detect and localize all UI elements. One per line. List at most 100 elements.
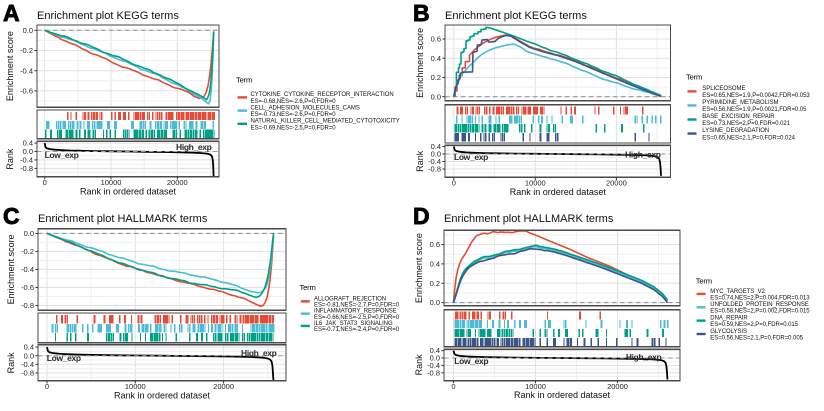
svg-text:Enrichment score: Enrichment score [6,234,16,304]
svg-text:Low_exp: Low_exp [45,150,79,160]
svg-text:10000: 10000 [101,178,122,187]
svg-text:PYRIMIDINE_METABOLISM: PYRIMIDINE_METABOLISM [702,100,778,106]
svg-text:Enrichment score: Enrichment score [5,31,15,101]
svg-text:10000: 10000 [525,179,546,188]
svg-text:-0.4: -0.4 [428,157,441,166]
svg-text:-0.4: -0.4 [21,265,34,274]
svg-text:0.0: 0.0 [24,229,34,238]
svg-text:0.6: 0.6 [431,35,441,44]
svg-text:-0.6: -0.6 [21,283,34,292]
svg-text:ES=-0.68,NES=-2.6,P=0,FDR=0: ES=-0.68,NES=-2.6,P=0,FDR=0 [251,99,337,105]
svg-text:-0.6: -0.6 [20,87,33,96]
svg-text:UNFOLDED_PROTEIN_RESPONSE: UNFOLDED_PROTEIN_RESPONSE [710,302,808,308]
svg-text:Term: Term [696,277,712,286]
svg-text:Enrichment plot KEGG terms: Enrichment plot KEGG terms [37,10,179,22]
svg-text:ES=-0.69,NES=-2.5,P=0,FDR=0: ES=-0.69,NES=-2.5,P=0,FDR=0 [251,125,337,131]
svg-text:10000: 10000 [525,382,546,391]
svg-text:0: 0 [45,382,49,391]
svg-text:ES=0.59,NES=2,P=0,FDR=0.015: ES=0.59,NES=2,P=0,FDR=0.015 [710,322,798,328]
svg-text:-0.8: -0.8 [21,301,34,310]
svg-text:Term: Term [300,283,316,292]
svg-text:DNA_REPAIR: DNA_REPAIR [710,316,748,322]
svg-text:0: 0 [43,178,47,187]
svg-text:Rank: Rank [415,150,425,172]
svg-text:High_exp: High_exp [625,150,661,160]
svg-text:-0.4: -0.4 [21,360,34,369]
svg-text:0.0: 0.0 [23,26,33,35]
svg-text:ES=-0.81,NES=-2.7,P=0,FDR=0: ES=-0.81,NES=-2.7,P=0,FDR=0 [314,303,400,309]
svg-text:High_exp: High_exp [176,142,212,152]
svg-text:20000: 20000 [606,179,627,188]
svg-text:GLYCOLYSIS: GLYCOLYSIS [710,329,747,335]
svg-text:Enrichment plot KEGG terms: Enrichment plot KEGG terms [445,10,587,22]
svg-text:IL6_JAK_STAT3_SIGNALING: IL6_JAK_STAT3_SIGNALING [314,321,393,327]
svg-text:Rank in ordered dataset: Rank in ordered dataset [80,186,177,196]
svg-text:-0.2: -0.2 [20,46,33,55]
svg-text:-0.8: -0.8 [21,369,34,378]
svg-text:-0.8: -0.8 [428,165,441,174]
svg-text:Rank in ordered dataset: Rank in ordered dataset [114,390,211,400]
svg-text:MYC_TARGETS_V2: MYC_TARGETS_V2 [710,289,765,295]
svg-text:0.0: 0.0 [431,150,441,159]
svg-text:ES=0.65,NES=1.9,P=0.0042,FDR=0: ES=0.65,NES=1.9,P=0.0042,FDR=0.053 [702,93,810,99]
svg-text:0.0: 0.0 [431,92,441,101]
svg-text:Low_exp: Low_exp [47,353,81,363]
svg-text:0.6: 0.6 [430,240,440,249]
svg-text:-0.4: -0.4 [20,66,33,75]
svg-text:Enrichment score: Enrichment score [415,28,425,98]
svg-text:NATURAL_KILLER_CELL_MEDIATED_C: NATURAL_KILLER_CELL_MEDIATED_CYTOTOXICIT… [251,119,400,125]
svg-text:ES=0.74,NES=2,P=0.004,FDR=0.01: ES=0.74,NES=2,P=0.004,FDR=0.013 [710,295,810,301]
svg-text:0.4: 0.4 [430,260,440,269]
svg-text:ES=0.65,NES=2.1,P=0,FDR=0.024: ES=0.65,NES=2.1,P=0,FDR=0.024 [702,135,795,141]
svg-text:0.0: 0.0 [23,147,33,156]
svg-text:Rank: Rank [5,148,15,170]
svg-text:SPLICEOSOME: SPLICEOSOME [702,86,745,92]
svg-text:Rank: Rank [6,352,16,374]
svg-text:-0.8: -0.8 [20,164,33,173]
svg-text:ES=-0.71,NES=-2.4,P=0,FDR=0: ES=-0.71,NES=-2.4,P=0,FDR=0 [314,327,400,333]
svg-text:ES=0.56,NES=1.9,P=0.0021,FDR=0: ES=0.56,NES=1.9,P=0.0021,FDR=0.05 [702,107,807,113]
svg-text:0.4: 0.4 [431,142,441,151]
svg-text:0: 0 [452,179,456,188]
svg-text:CELL_ADHESION_MOLECULES_CAMS: CELL_ADHESION_MOLECULES_CAMS [251,105,360,111]
svg-text:-0.4: -0.4 [427,361,440,370]
svg-text:B: B [413,0,430,26]
svg-text:0.2: 0.2 [431,73,441,82]
svg-text:0.2: 0.2 [430,279,440,288]
svg-text:High_exp: High_exp [241,348,277,358]
svg-text:0.4: 0.4 [23,139,33,148]
svg-text:0.4: 0.4 [431,54,441,63]
svg-text:Term: Term [686,73,702,82]
svg-text:20000: 20000 [167,178,188,187]
svg-text:BASE_EXCISION_REPAIR: BASE_EXCISION_REPAIR [702,114,775,120]
svg-text:ALLOGRAFT_REJECTION: ALLOGRAFT_REJECTION [314,296,386,302]
svg-text:0.0: 0.0 [430,354,440,363]
svg-text:0.4: 0.4 [24,343,34,352]
svg-text:ES=-0.73,NES=-2.6,P=0,FDR=0: ES=-0.73,NES=-2.6,P=0,FDR=0 [251,112,337,118]
svg-text:A: A [3,0,20,26]
svg-text:ES=-0.66,NES=-2.5,P=0,FDR=0: ES=-0.66,NES=-2.5,P=0,FDR=0 [314,315,400,321]
svg-text:20000: 20000 [213,382,234,391]
svg-text:Term: Term [236,76,252,85]
svg-text:ES=0.56,NES=2.1,P=0,FDR=0.005: ES=0.56,NES=2.1,P=0,FDR=0.005 [710,335,803,341]
svg-text:INFLAMMATORY_RESPONSE: INFLAMMATORY_RESPONSE [314,309,397,315]
svg-text:Low_exp: Low_exp [454,356,488,366]
svg-text:C: C [3,203,20,229]
svg-text:High_exp: High_exp [626,352,662,362]
svg-text:Rank: Rank [414,354,424,376]
svg-text:Rank in ordered dataset: Rank in ordered dataset [514,390,611,400]
svg-text:Enrichment plot HALLMARK terms: Enrichment plot HALLMARK terms [38,213,208,225]
svg-text:0.4: 0.4 [430,346,440,355]
svg-text:ES=0.58,NES=2,P=0.002,FDR=0.01: ES=0.58,NES=2,P=0.002,FDR=0.015 [710,309,810,315]
svg-text:D: D [413,203,430,229]
svg-text:-0.2: -0.2 [21,247,34,256]
svg-text:-0.8: -0.8 [427,368,440,377]
svg-text:Rank in ordered dataset: Rank in ordered dataset [510,187,607,197]
svg-text:Low_exp: Low_exp [454,152,488,162]
svg-text:ES=0.73,NES=2,P=0,FDR=0.021: ES=0.73,NES=2,P=0,FDR=0.021 [702,121,790,127]
svg-text:0.0: 0.0 [430,298,440,307]
svg-text:CYTOKINE_CYTOKINE_RECEPTOR_INT: CYTOKINE_CYTOKINE_RECEPTOR_INTERACTION [251,92,394,98]
svg-text:0.0: 0.0 [24,351,34,360]
svg-text:Enrichment score: Enrichment score [414,233,424,303]
svg-text:Enrichment plot HALLMARK terms: Enrichment plot HALLMARK terms [444,213,614,225]
